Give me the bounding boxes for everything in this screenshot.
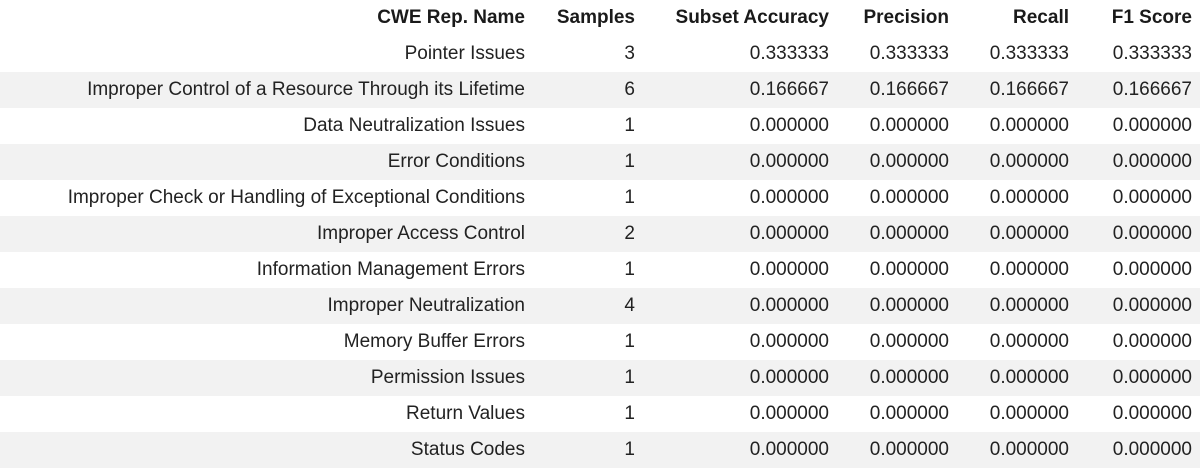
cell-cwe-rep-name: Memory Buffer Errors <box>343 331 525 352</box>
cell-cwe-rep-name: Error Conditions <box>387 151 525 172</box>
table-row: Error Conditions 1 0.000000 0.000000 0.00000… <box>0 144 1200 180</box>
cell-samples: 6 <box>624 79 635 100</box>
cell-cwe-rep-name: Improper Neutralization <box>327 295 525 316</box>
cell-samples: 1 <box>624 259 635 280</box>
header-f1-score: F1 Score <box>1111 7 1192 28</box>
cell-f1-score: 0.000000 <box>1112 439 1192 460</box>
cell-samples: 1 <box>624 187 635 208</box>
cell-f1-score: 0.000000 <box>1112 331 1192 352</box>
cell-subset-accuracy: 0.000000 <box>749 115 829 136</box>
cell-precision: 0.000000 <box>869 115 949 136</box>
cell-f1-score: 0.000000 <box>1112 115 1192 136</box>
header-subset-accuracy: Subset Accuracy <box>675 7 829 28</box>
cell-f1-score: 0.000000 <box>1112 367 1192 388</box>
cell-subset-accuracy: 0.000000 <box>749 187 829 208</box>
table-header: CWE Rep. Name Samples Subset Accuracy Pr… <box>0 0 1200 36</box>
cell-cwe-rep-name: Improper Access Control <box>316 223 525 244</box>
table-row: Permission Issues 1 0.000000 0.000000 0.0000… <box>0 360 1200 396</box>
cell-subset-accuracy: 0.000000 <box>749 403 829 424</box>
cell-recall: 0.000000 <box>989 403 1069 424</box>
cell-subset-accuracy: 0.000000 <box>749 295 829 316</box>
cell-subset-accuracy: 0.166667 <box>749 79 829 100</box>
table-row: Status Codes 1 0.000000 0.000000 0.000000 0.0… <box>0 432 1200 468</box>
cell-cwe-rep-name: Pointer Issues <box>404 43 525 64</box>
header-cwe-rep-name: CWE Rep. Name <box>377 7 525 28</box>
cell-precision: 0.166667 <box>869 79 949 100</box>
cell-f1-score: 0.000000 <box>1112 295 1192 316</box>
cell-samples: 1 <box>624 151 635 172</box>
cell-subset-accuracy: 0.000000 <box>749 439 829 460</box>
cell-cwe-rep-name: Information Management Errors <box>256 259 525 280</box>
table-body: Pointer Issues 3 0.333333 0.333333 0.333333 0… <box>0 36 1200 468</box>
table-row: Improper Access Control 2 0.000000 0.000000… <box>0 216 1200 252</box>
table-row: Memory Buffer Errors 1 0.000000 0.000000 0.0… <box>0 324 1200 360</box>
cell-samples: 1 <box>624 439 635 460</box>
cell-cwe-rep-name: Permission Issues <box>370 367 525 388</box>
header-samples: Samples <box>556 7 635 28</box>
cell-samples: 1 <box>624 331 635 352</box>
cell-subset-accuracy: 0.000000 <box>749 367 829 388</box>
cell-f1-score: 0.000000 <box>1112 403 1192 424</box>
table-row: Improper Check or Handling of Exceptiona… <box>0 180 1200 216</box>
cell-recall: 0.000000 <box>989 187 1069 208</box>
header-row: CWE Rep. Name Samples Subset Accuracy Pr… <box>0 0 1200 36</box>
cell-precision: 0.000000 <box>869 259 949 280</box>
cell-f1-score: 0.000000 <box>1112 223 1192 244</box>
cell-cwe-rep-name: Data Neutralization Issues <box>303 115 525 136</box>
cell-recall: 0.000000 <box>989 295 1069 316</box>
table-row: Information Management Errors 1 0.000000 0.… <box>0 252 1200 288</box>
cell-f1-score: 0.000000 <box>1112 187 1192 208</box>
cell-subset-accuracy: 0.000000 <box>749 223 829 244</box>
cell-precision: 0.000000 <box>869 151 949 172</box>
cell-cwe-rep-name: Return Values <box>406 403 525 424</box>
cell-recall: 0.166667 <box>989 79 1069 100</box>
cell-samples: 4 <box>624 295 635 316</box>
cell-f1-score: 0.000000 <box>1112 259 1192 280</box>
table-row: Return Values 1 0.000000 0.000000 0.000000 0.… <box>0 396 1200 432</box>
cell-subset-accuracy: 0.000000 <box>749 151 829 172</box>
cell-subset-accuracy: 0.000000 <box>749 331 829 352</box>
cell-samples: 1 <box>624 115 635 136</box>
cell-recall: 0.000000 <box>989 331 1069 352</box>
header-recall: Recall <box>1013 7 1069 28</box>
cell-recall: 0.000000 <box>989 223 1069 244</box>
cell-precision: 0.000000 <box>869 331 949 352</box>
cell-recall: 0.000000 <box>989 439 1069 460</box>
cell-cwe-rep-name: Improper Control of a Resource Through i… <box>87 79 525 100</box>
cell-precision: 0.000000 <box>869 295 949 316</box>
cell-cwe-rep-name: Improper Check or Handling of Exceptiona… <box>67 187 525 208</box>
cell-recall: 0.000000 <box>989 151 1069 172</box>
table-row: Pointer Issues 3 0.333333 0.333333 0.333333 0… <box>0 36 1200 72</box>
cell-subset-accuracy: 0.333333 <box>749 43 829 64</box>
header-precision: Precision <box>863 7 949 28</box>
cell-f1-score: 0.000000 <box>1112 151 1192 172</box>
cell-precision: 0.000000 <box>869 367 949 388</box>
cell-samples: 2 <box>624 223 635 244</box>
cell-recall: 0.000000 <box>989 115 1069 136</box>
cell-precision: 0.333333 <box>869 43 949 64</box>
cell-f1-score: 0.166667 <box>1112 79 1192 100</box>
cell-cwe-rep-name: Status Codes <box>410 439 525 460</box>
cell-precision: 0.000000 <box>869 223 949 244</box>
table-row: Data Neutralization Issues 1 0.000000 0.000… <box>0 108 1200 144</box>
table-row: Improper Control of a Resource Through i… <box>0 72 1200 108</box>
table-row: Improper Neutralization 4 0.000000 0.000000… <box>0 288 1200 324</box>
cell-recall: 0.000000 <box>989 367 1069 388</box>
cell-recall: 0.333333 <box>989 43 1069 64</box>
cell-samples: 1 <box>624 403 635 424</box>
cell-recall: 0.000000 <box>989 259 1069 280</box>
cell-f1-score: 0.333333 <box>1112 43 1192 64</box>
cell-subset-accuracy: 0.000000 <box>749 259 829 280</box>
cell-precision: 0.000000 <box>869 187 949 208</box>
cell-samples: 3 <box>624 43 635 64</box>
cell-samples: 1 <box>624 367 635 388</box>
cell-precision: 0.000000 <box>869 439 949 460</box>
cell-precision: 0.000000 <box>869 403 949 424</box>
